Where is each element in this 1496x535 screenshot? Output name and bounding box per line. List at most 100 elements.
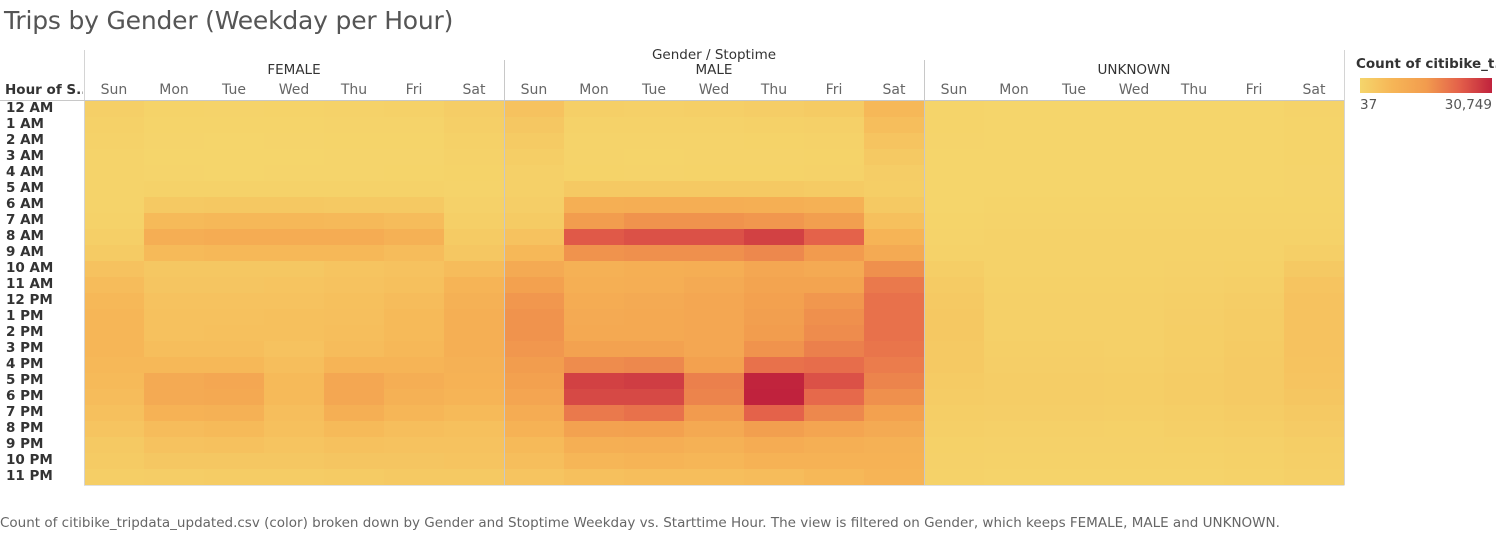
heatmap-cell[interactable] xyxy=(744,325,805,342)
heatmap-cell[interactable] xyxy=(1044,373,1105,390)
heatmap-cell[interactable] xyxy=(684,245,745,262)
heatmap-cell[interactable] xyxy=(1224,245,1285,262)
heatmap-cell[interactable] xyxy=(984,213,1045,230)
heatmap-cell[interactable] xyxy=(204,373,265,390)
heatmap-cell[interactable] xyxy=(744,453,805,470)
heatmap-cell[interactable] xyxy=(1284,101,1345,118)
heatmap-cell[interactable] xyxy=(684,341,745,358)
heatmap-cell[interactable] xyxy=(84,293,145,310)
heatmap-cell[interactable] xyxy=(924,245,985,262)
heatmap-cell[interactable] xyxy=(264,293,325,310)
heatmap-cell[interactable] xyxy=(744,197,805,214)
heatmap-cell[interactable] xyxy=(804,101,865,118)
heatmap-cell[interactable] xyxy=(144,261,205,278)
heatmap-cell[interactable] xyxy=(84,469,145,486)
heatmap-cell[interactable] xyxy=(204,469,265,486)
heatmap-cell[interactable] xyxy=(1104,261,1165,278)
heatmap-cell[interactable] xyxy=(1224,261,1285,278)
heatmap-cell[interactable] xyxy=(1164,341,1225,358)
heatmap-cell[interactable] xyxy=(864,181,925,198)
heatmap-cell[interactable] xyxy=(924,309,985,326)
heatmap-cell[interactable] xyxy=(444,437,505,454)
heatmap-cell[interactable] xyxy=(444,405,505,422)
heatmap-cell[interactable] xyxy=(1284,197,1345,214)
heatmap-cell[interactable] xyxy=(264,453,325,470)
heatmap-cell[interactable] xyxy=(384,453,445,470)
heatmap-cell[interactable] xyxy=(804,165,865,182)
heatmap-cell[interactable] xyxy=(84,181,145,198)
heatmap-cell[interactable] xyxy=(804,309,865,326)
heatmap-cell[interactable] xyxy=(144,197,205,214)
heatmap-cell[interactable] xyxy=(264,325,325,342)
heatmap-cell[interactable] xyxy=(684,133,745,150)
heatmap-cell[interactable] xyxy=(384,373,445,390)
heatmap-cell[interactable] xyxy=(504,181,565,198)
heatmap-cell[interactable] xyxy=(504,229,565,246)
heatmap-cell[interactable] xyxy=(1044,213,1105,230)
heatmap-cell[interactable] xyxy=(264,181,325,198)
heatmap-cell[interactable] xyxy=(1044,101,1105,118)
heatmap-cell[interactable] xyxy=(84,453,145,470)
heatmap-cell[interactable] xyxy=(144,165,205,182)
heatmap-cell[interactable] xyxy=(804,373,865,390)
heatmap-cell[interactable] xyxy=(864,277,925,294)
heatmap-cell[interactable] xyxy=(324,261,385,278)
heatmap-cell[interactable] xyxy=(804,197,865,214)
heatmap-cell[interactable] xyxy=(1164,405,1225,422)
heatmap-cell[interactable] xyxy=(84,421,145,438)
heatmap-cell[interactable] xyxy=(384,133,445,150)
heatmap-cell[interactable] xyxy=(1044,325,1105,342)
heatmap-cell[interactable] xyxy=(624,341,685,358)
heatmap-cell[interactable] xyxy=(1284,149,1345,166)
heatmap-cell[interactable] xyxy=(924,405,985,422)
heatmap-cell[interactable] xyxy=(444,309,505,326)
heatmap-cell[interactable] xyxy=(1284,277,1345,294)
heatmap-cell[interactable] xyxy=(684,117,745,134)
heatmap-cell[interactable] xyxy=(1224,389,1285,406)
heatmap-cell[interactable] xyxy=(384,197,445,214)
heatmap-cell[interactable] xyxy=(984,229,1045,246)
heatmap-cell[interactable] xyxy=(1164,389,1225,406)
heatmap-cell[interactable] xyxy=(564,341,625,358)
heatmap-cell[interactable] xyxy=(264,469,325,486)
heatmap-cell[interactable] xyxy=(984,325,1045,342)
heatmap-cell[interactable] xyxy=(1044,437,1105,454)
heatmap-cell[interactable] xyxy=(264,117,325,134)
heatmap-cell[interactable] xyxy=(1284,229,1345,246)
heatmap-cell[interactable] xyxy=(564,277,625,294)
heatmap-cell[interactable] xyxy=(564,133,625,150)
heatmap-cell[interactable] xyxy=(924,421,985,438)
heatmap-cell[interactable] xyxy=(1104,341,1165,358)
heatmap-cell[interactable] xyxy=(144,421,205,438)
heatmap-cell[interactable] xyxy=(564,261,625,278)
heatmap-cell[interactable] xyxy=(384,101,445,118)
heatmap-cell[interactable] xyxy=(864,245,925,262)
heatmap-cell[interactable] xyxy=(144,117,205,134)
heatmap-cell[interactable] xyxy=(1224,181,1285,198)
heatmap-cell[interactable] xyxy=(564,437,625,454)
heatmap-cell[interactable] xyxy=(504,421,565,438)
heatmap-cell[interactable] xyxy=(1044,277,1105,294)
heatmap-cell[interactable] xyxy=(804,181,865,198)
heatmap-cell[interactable] xyxy=(924,197,985,214)
heatmap-cell[interactable] xyxy=(744,357,805,374)
heatmap-cell[interactable] xyxy=(984,373,1045,390)
heatmap-cell[interactable] xyxy=(384,149,445,166)
heatmap-cell[interactable] xyxy=(1164,293,1225,310)
heatmap-cell[interactable] xyxy=(444,117,505,134)
heatmap-cell[interactable] xyxy=(204,293,265,310)
heatmap-cell[interactable] xyxy=(684,453,745,470)
heatmap-cell[interactable] xyxy=(204,149,265,166)
heatmap-cell[interactable] xyxy=(624,373,685,390)
heatmap-cell[interactable] xyxy=(1164,373,1225,390)
heatmap-cell[interactable] xyxy=(564,117,625,134)
heatmap-cell[interactable] xyxy=(384,229,445,246)
heatmap-cell[interactable] xyxy=(924,261,985,278)
heatmap-cell[interactable] xyxy=(564,373,625,390)
heatmap-cell[interactable] xyxy=(864,149,925,166)
heatmap-cell[interactable] xyxy=(864,469,925,486)
heatmap-cell[interactable] xyxy=(504,437,565,454)
heatmap-cell[interactable] xyxy=(1284,293,1345,310)
heatmap-cell[interactable] xyxy=(144,373,205,390)
heatmap-cell[interactable] xyxy=(984,101,1045,118)
